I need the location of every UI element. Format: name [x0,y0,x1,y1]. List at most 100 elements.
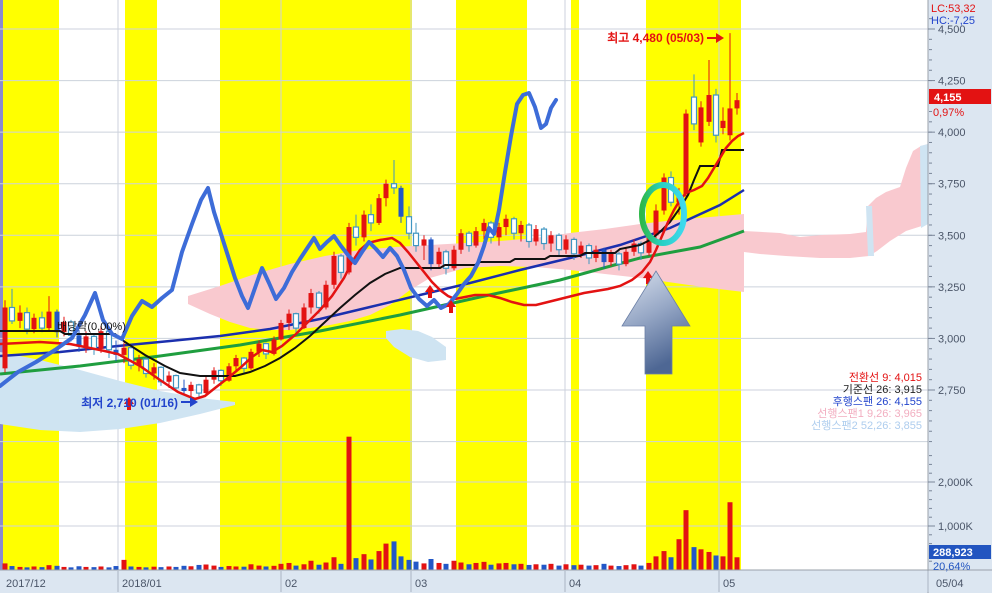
candle-body [83,336,89,347]
volume-bar [293,565,299,570]
candle-body [421,239,427,246]
buy-signal-arrow-icon [449,307,453,313]
candle-body [151,367,157,374]
volume-bar [353,558,359,570]
volume-bar [98,566,104,570]
candle-body [46,311,52,329]
tenkan-line [0,131,745,401]
candle-body [525,224,533,243]
candle-body [473,231,479,246]
candle-body [203,379,209,394]
candle-body [98,331,104,349]
volume-bar [563,564,569,570]
price-tick-label: 4,250 [938,76,966,88]
volume-bar [578,564,584,570]
volume-bar [421,563,427,570]
candle-body [181,387,187,392]
low-annotation-arrow-icon [190,397,198,407]
ichimoku-legend-item: 선행스팬1 9,26: 3,965 [817,407,922,420]
time-axis-label: 05 [723,578,735,590]
price-tick-label: 3,750 [938,179,966,191]
volume-bar [548,563,554,570]
buy-signal-arrow-icon [428,292,432,298]
candle-body [451,249,457,269]
highlight-ellipse [639,182,687,246]
candle-body [301,307,307,329]
candle-body [38,317,46,329]
lc-readout: LC:53,32 [931,3,976,15]
candle-body [352,226,360,238]
candle-body [233,358,239,367]
candle-body [615,253,623,265]
volume-bar [608,565,614,570]
volume-bar [623,565,629,570]
highlight-band [571,0,579,570]
big-up-arrow [621,270,691,375]
candle-body [706,95,712,122]
candle-body [436,251,442,265]
candle-body [142,358,150,375]
volume-bar [593,565,599,570]
volume-bar [158,567,164,570]
candle-body [61,321,67,333]
price-tick-label: 4,000 [938,127,966,139]
volume-bar [271,565,277,570]
volume-bar [233,566,239,570]
candle-body [331,255,337,285]
ichimoku-legend-item: 전환선 9: 4,015 [849,371,922,384]
candle-body [54,311,60,333]
candle-body [690,96,698,125]
volume-bar [226,566,232,570]
signal-markers [124,182,691,410]
candle-body [712,94,720,136]
volume-bar [121,559,127,570]
volume-bar [173,566,179,570]
candle-body [31,317,37,330]
volume-bar [263,566,269,570]
volume-bar [481,561,487,570]
volume-bar [136,566,142,570]
candle-body [337,255,345,274]
volume-bar [734,557,740,570]
volume-bar [668,557,674,570]
candle-body [8,306,16,322]
candle-body [271,339,277,354]
volume-bar [308,560,314,570]
volume-bar [676,539,682,570]
price-tick-label: 3,000 [938,333,966,345]
candle-body [136,359,142,366]
volume-bar [24,567,30,570]
candle-body [555,234,563,251]
volume-bars [2,436,740,570]
high-annotation: 최고 4,480 (05/03) [607,30,704,45]
volume-bar [541,564,547,570]
high-annotation-arrow-icon [716,33,724,43]
volume-bar [346,436,352,570]
volume-bar [601,563,607,570]
senkou-cloud-blue [386,329,446,362]
volume-bar [76,566,82,570]
buy-signal-arrow-icon [646,278,650,284]
gridlines [0,0,928,570]
candle-body [428,239,434,265]
volume-bar [720,556,726,570]
candle-body [188,384,194,392]
buy-signal-arrow-icon [127,404,131,410]
volume-bar [473,562,479,570]
senkou-cloud-blue [920,144,928,228]
volume-bar [458,562,464,570]
volume-bar [331,557,337,570]
volume-bar [406,559,412,570]
candle-body [67,321,75,336]
candle-body [570,238,578,255]
volume-bar [368,559,374,570]
volume-bar [488,564,494,570]
price-tick-label: 4,500 [938,24,966,36]
candle-body [548,235,554,244]
candle-body [503,218,509,228]
volume-bar [698,549,704,570]
candle-body [17,312,23,321]
candle-body [496,227,502,238]
